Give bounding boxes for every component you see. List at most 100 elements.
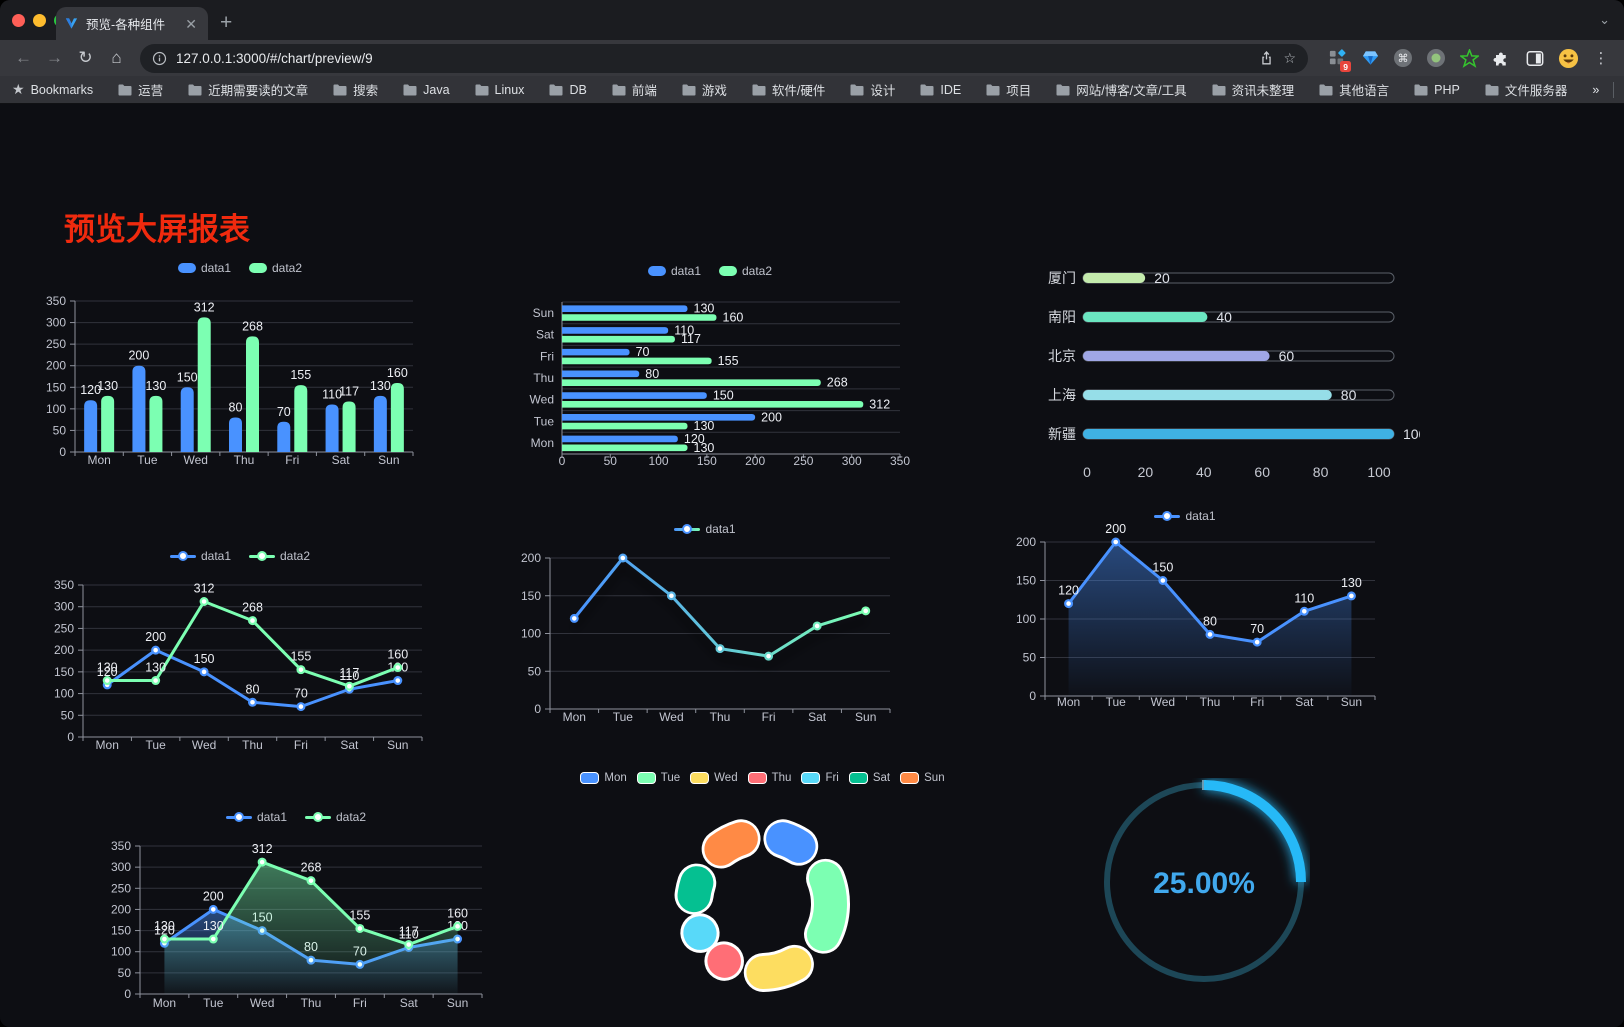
chart-canvas[interactable]: 25.00% [1100,778,1310,988]
legend-item[interactable]: data1 [225,810,287,824]
bookmark-folder-item[interactable]: 运营 [118,80,163,99]
line-chart-gradient[interactable]: data1 0 50 100 150 200 Mon Tue Wed Thu Fri Sat Sun [510,514,900,729]
svg-text:312: 312 [252,842,273,856]
svg-text:200: 200 [145,630,166,644]
tab-search-chevron-icon[interactable]: ⌄ [1599,12,1610,27]
chart-canvas[interactable]: 0 50 100 150 200 250 300 350 Mon Tue Wed Thu Fri Sat S… [40,254,440,476]
legend-item[interactable]: Fri [801,772,839,784]
back-button[interactable]: ← [15,48,32,67]
chart-canvas[interactable]: 0 50 100 150 200 250 300 350 Mon Tue Wed Thu Fri Sat S… [45,544,435,758]
svg-text:Tue: Tue [203,996,224,1010]
legend-item[interactable]: data2 [719,264,772,278]
gauge-chart[interactable]: 25.00% [1100,778,1310,988]
legend-swatch [580,772,600,784]
toolbar: ← → ↻ ⌂ 127.0.0.1:3000/#/chart/preview/9… [0,40,1624,76]
bookmark-folder-item[interactable]: 资讯未整理 [1212,80,1294,99]
browser-menu-kebab-icon[interactable]: ⋮ [1593,50,1609,67]
bookmark-folder-item[interactable]: 搜索 [333,80,378,99]
svg-text:Fri: Fri [540,349,554,363]
donut-pie-chart[interactable]: Mon Tue Wed Thu Fri Sat Sun [560,764,965,1006]
browser-tab[interactable]: 预览-各种组件 ✕ [56,7,208,40]
svg-text:25.00%: 25.00% [1153,867,1255,900]
svg-text:Thu: Thu [533,371,554,385]
gem-extension-icon[interactable] [1359,47,1381,69]
legend-item[interactable]: data1 [674,522,736,536]
bookmarks-overflow-chevron[interactable]: » [1592,82,1600,97]
svg-text:130: 130 [370,379,391,393]
legend-item[interactable]: data1 [169,549,231,563]
legend-item[interactable]: Sat [848,772,890,784]
bookmark-folder-item[interactable]: Java [403,83,450,97]
new-tab-button[interactable]: + [220,11,233,34]
star-extension-icon[interactable] [1458,47,1480,69]
share-icon[interactable] [1259,50,1274,66]
legend-item[interactable]: data1 [177,261,231,275]
line-chart-area[interactable]: data1 0 50 100 150 200 Mon Tue Wed Thu Fri Sat Sun 12… [985,504,1385,716]
extensions-puzzle-icon[interactable] [1491,47,1513,69]
dot-extension-icon[interactable] [1425,47,1447,69]
profile-avatar[interactable] [1557,47,1579,69]
extension-grid-icon[interactable]: 9 [1326,47,1351,72]
legend-item[interactable]: data1 [647,264,701,278]
bookmarks-root-item[interactable]: ★ Bookmarks [12,81,94,97]
bookmark-star-icon[interactable]: ☆ [1283,49,1296,66]
bookmark-folder-item[interactable]: 文件服务器 [1485,80,1567,99]
legend-item[interactable]: data2 [249,549,310,563]
area-chart-two-series[interactable]: data1 data2 0 50 100 150 200 250 300 350 Mon Tue Wed… [100,804,492,1018]
capsule-progress-chart[interactable]: 厦门 20 南阳 40 北京 60 上海 80 新疆 100 0 20 40 60 80 100 [1000,264,1420,486]
bookmark-folder-item[interactable]: 前端 [612,80,657,99]
legend-item[interactable]: data2 [305,810,366,824]
svg-text:Tue: Tue [534,414,555,428]
grouped-bar-chart[interactable]: data1 data2 0 50 100 150 200 250 300 350 Mon Tue Wed… [40,254,440,476]
home-button[interactable]: ⌂ [111,48,122,67]
legend-item[interactable]: Tue [636,772,680,784]
forward-button[interactable]: → [46,48,63,67]
legend-swatch [674,524,701,535]
svg-text:268: 268 [242,601,263,615]
bookmark-folder-item[interactable]: 设计 [850,80,895,99]
svg-text:117: 117 [681,332,701,346]
chart-canvas[interactable]: 0 50 100 150 200 Mon Tue Wed Thu Fri Sat Sun 120 200 1… [985,504,1385,716]
page-content: 预览大屏报表 data1 data2 0 50 100 150 200 250 300 350 Mo… [0,104,1624,1027]
close-window-button[interactable] [12,14,25,27]
legend-item[interactable]: data2 [249,261,302,275]
minimize-window-button[interactable] [33,14,46,27]
svg-text:130: 130 [145,661,166,675]
bookmark-folder-item[interactable]: IDE [920,83,961,97]
chart-canvas[interactable] [560,764,965,1006]
svg-text:268: 268 [242,319,263,333]
svg-text:50: 50 [118,966,132,980]
svg-text:130: 130 [694,419,715,433]
bookmark-folder-item[interactable]: Linux [475,83,524,97]
command-extension-icon[interactable]: ⌘ [1392,47,1414,69]
bookmark-folder-item[interactable]: 软件/硬件 [752,80,825,99]
svg-text:200: 200 [111,902,131,916]
legend-item[interactable]: Thu [747,772,791,784]
chart-canvas[interactable]: 0 50 100 150 200 Mon Tue Wed Thu Fri Sat Sun [510,514,900,729]
legend-item[interactable]: data1 [1154,509,1216,523]
bookmark-folder-item[interactable]: 其他语言 [1319,80,1389,99]
side-panel-icon[interactable] [1524,47,1546,69]
site-info-icon[interactable] [152,51,167,66]
svg-text:Sun: Sun [533,306,554,320]
line-chart-two-series[interactable]: data1 data2 0 50 100 150 200 250 300 350 Mon Tue Wed… [45,544,435,758]
bookmark-folder-item[interactable]: 游戏 [682,80,727,99]
legend-item[interactable]: Mon [580,772,627,784]
tab-close-icon[interactable]: ✕ [185,15,197,32]
bookmark-folder-item[interactable]: PHP [1414,83,1460,97]
bookmark-folder-item[interactable]: DB [549,83,587,97]
legend-item[interactable]: Wed [690,772,738,784]
bookmark-folder-item[interactable]: 网站/博客/文章/工具 [1056,80,1187,99]
svg-text:0: 0 [67,730,74,744]
bookmark-folder-item[interactable]: 近期需要读的文章 [188,80,308,99]
legend-item[interactable]: Sun [900,772,945,784]
chart-canvas[interactable]: 厦门 20 南阳 40 北京 60 上海 80 新疆 100 0 20 40 60 80 100 [1000,264,1420,486]
svg-text:200: 200 [128,349,149,363]
svg-text:110: 110 [674,323,694,337]
reload-button[interactable]: ↻ [78,48,93,67]
bookmark-folder-item[interactable]: 项目 [986,80,1031,99]
chart-canvas[interactable]: 0 50 100 150 200 250 300 350 Mon Tue Wed Thu Fri Sat S… [100,804,492,1018]
address-bar[interactable]: 127.0.0.1:3000/#/chart/preview/9 ☆ [140,43,1308,73]
horizontal-bar-chart[interactable]: data1 data2 0 50 100 150 200 250 300 350 Sun 130 160… [505,262,915,476]
